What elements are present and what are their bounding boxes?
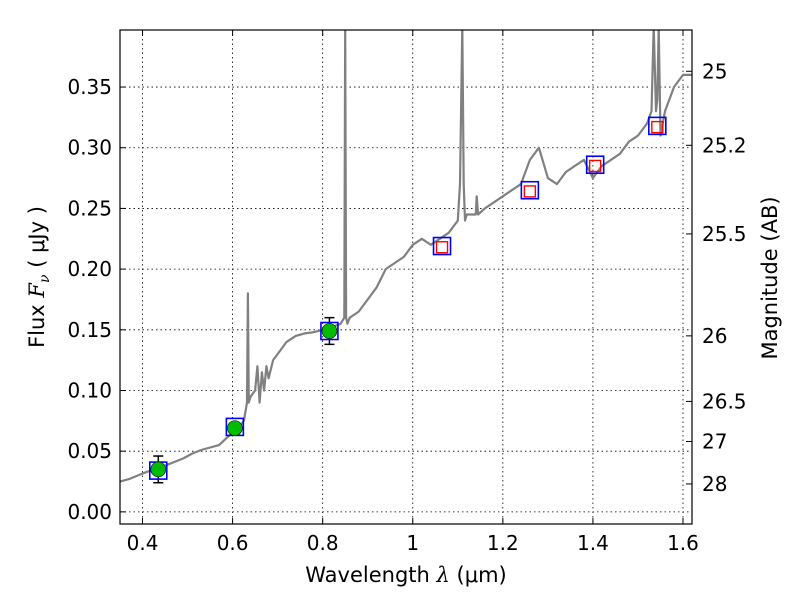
measured-point <box>321 323 338 339</box>
x-tick-label: 1 <box>406 531 419 555</box>
x-axis-label: Wavelength λ (μm) <box>305 563 506 587</box>
x-tick-label: 1.2 <box>487 531 519 555</box>
y-axis-right: 25 25.2 25.5 26 26.5 27 28 <box>686 59 747 496</box>
y-axis-left: 0.00 0.05 0.10 0.15 0.20 0.25 0.30 0.35 <box>67 75 126 524</box>
y-tick-label: 0.25 <box>67 196 112 220</box>
measured-point <box>227 420 243 436</box>
x-tick-label: 0.8 <box>307 531 339 555</box>
y-tick-label: 0.10 <box>67 378 112 402</box>
x-tick-label: 0.4 <box>127 531 159 555</box>
x-tick-label: 1.6 <box>667 531 699 555</box>
x-tick-label: 0.6 <box>217 531 249 555</box>
y2-tick-label: 25 <box>702 59 727 83</box>
predicted-box <box>435 241 449 254</box>
x-axis: 0.4 0.6 0.8 1 1.2 1.4 1.6 <box>127 30 699 555</box>
y-tick-label: 0.15 <box>67 318 112 342</box>
model-photometry-box <box>432 236 452 256</box>
y2-tick-label: 26 <box>702 324 727 348</box>
measured-point <box>150 461 167 478</box>
predicted-box <box>523 185 537 198</box>
y2-tick-label: 27 <box>702 429 727 453</box>
predicted-box <box>588 159 602 173</box>
plot-area <box>120 30 692 484</box>
predicted-box <box>651 120 664 134</box>
model-photometry-box <box>585 155 605 175</box>
y2-tick-label: 25.5 <box>702 222 747 246</box>
y2-axis-label: Magnitude (AB) <box>758 196 782 359</box>
y-tick-label: 0.20 <box>67 257 112 281</box>
y-tick-label: 0.30 <box>67 136 112 160</box>
model-photometry-box <box>520 180 540 200</box>
model-photometry-box <box>648 116 667 136</box>
y2-tick-label: 28 <box>702 472 727 496</box>
x-tick-label: 1.4 <box>577 531 609 555</box>
model-photometry-box <box>320 321 339 341</box>
y-tick-label: 0.05 <box>67 439 112 463</box>
y-tick-label: 0.00 <box>67 500 112 524</box>
y-axis-label: Flux Fν ( μJy ) <box>25 206 53 348</box>
grid <box>120 30 692 524</box>
model-spectrum-line <box>120 30 692 483</box>
plot-frame <box>119 29 693 525</box>
y-tick-label: 0.35 <box>67 75 112 99</box>
y2-tick-label: 25.2 <box>702 133 747 157</box>
y2-tick-label: 26.5 <box>702 389 747 413</box>
